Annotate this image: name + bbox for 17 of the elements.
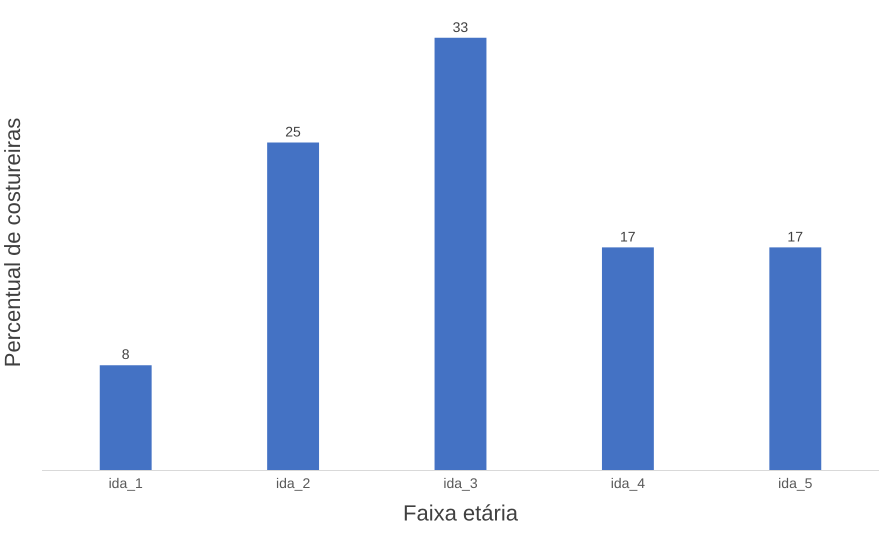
bar [434,38,486,470]
data-label: 17 [787,228,804,244]
x-axis-title: Faixa etária [403,500,519,526]
data-label: 17 [620,228,636,244]
data-label: 33 [452,18,468,35]
x-tick-label: ida_3 [443,474,478,491]
x-tick-label: ida_5 [778,474,813,491]
data-label: 8 [122,346,130,362]
bar [602,247,654,470]
x-tick-label: ida_2 [276,474,310,491]
x-tick-label: ida_4 [610,474,646,491]
bar [267,142,320,470]
bar [100,365,152,470]
bar [769,247,822,470]
x-tick-label: ida_1 [108,474,144,491]
y-axis-title: Percentual de costureiras [0,118,25,368]
data-label: 25 [285,124,301,140]
